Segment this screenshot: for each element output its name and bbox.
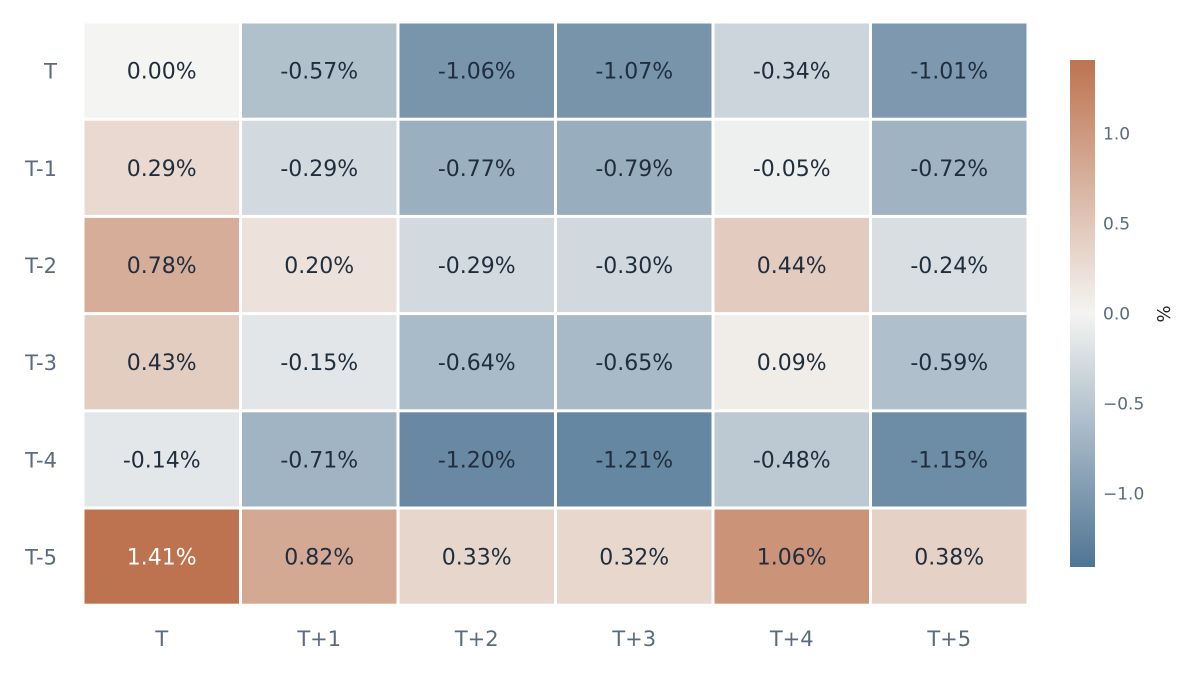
cell-value-label: 0.44%	[757, 254, 827, 279]
y-tick-label: T-1	[24, 157, 57, 181]
cell-value-label: -0.34%	[753, 60, 831, 85]
heatmap-cell	[872, 315, 1027, 410]
cell-value-label: -0.65%	[595, 351, 673, 376]
y-tick-label: T	[43, 60, 57, 84]
heatmap-cell	[84, 509, 239, 604]
y-tick-label: T-3	[24, 351, 57, 375]
y-tick-label: T-2	[24, 254, 57, 278]
heatmap-cell	[714, 412, 869, 507]
heatmap-cell	[84, 120, 239, 215]
cell-value-label: -0.15%	[280, 351, 358, 376]
heatmap-cell	[714, 509, 869, 604]
heatmap-cell	[714, 315, 869, 410]
cell-value-label: -1.07%	[595, 60, 673, 85]
heatmap-cell	[242, 315, 397, 410]
colorbar-tick-label: −0.5	[1103, 394, 1144, 414]
cell-value-label: -0.29%	[280, 157, 358, 182]
x-tick-label: T+3	[611, 627, 656, 651]
cell-value-label: 1.06%	[757, 546, 827, 571]
cell-value-label: 1.41%	[127, 546, 197, 571]
cell-value-label: 0.33%	[442, 546, 512, 571]
cell-value-label: -1.20%	[438, 448, 516, 473]
heatmap-cell	[399, 412, 554, 507]
heatmap-cell	[399, 120, 554, 215]
colorbar-tick-label: 1.0	[1103, 125, 1130, 145]
heatmap-cell	[557, 120, 712, 215]
cell-value-label: -0.48%	[753, 448, 831, 473]
heatmap-cell	[714, 23, 869, 118]
heatmap-cell	[399, 23, 554, 118]
y-tick-label: T-5	[24, 546, 57, 570]
heatmap-cell	[84, 412, 239, 507]
cell-value-label: -0.64%	[438, 351, 516, 376]
cell-value-label: -0.77%	[438, 157, 516, 182]
heatmap-cell	[714, 120, 869, 215]
heatmap-cell	[399, 509, 554, 604]
heatmap-cell	[872, 217, 1027, 313]
heatmap-cell	[242, 412, 397, 507]
heatmap-cell	[242, 217, 397, 313]
x-tick-label: T+2	[454, 627, 499, 651]
cell-value-label: 0.32%	[599, 546, 669, 571]
cell-value-label: -0.57%	[280, 60, 358, 85]
heatmap-cell	[872, 412, 1027, 507]
cell-value-label: -0.71%	[280, 448, 358, 473]
cell-value-label: -0.05%	[753, 157, 831, 182]
x-tick-label: T	[154, 627, 168, 651]
cell-value-label: -1.06%	[438, 60, 516, 85]
heatmap-cell	[242, 120, 397, 215]
y-tick-label: T-4	[24, 448, 57, 472]
colorbar: 1.0 0.5 0.0 −0.5 −1.0 %	[1070, 60, 1175, 567]
cell-value-label: 0.00%	[127, 60, 197, 85]
heatmap-cell	[242, 509, 397, 604]
cell-value-label: -0.79%	[595, 157, 673, 182]
heatmap-cell	[872, 509, 1027, 604]
heatmap-cell	[242, 23, 397, 118]
x-tick-label: T+5	[926, 627, 971, 651]
heatmap-cell	[557, 412, 712, 507]
heatmap-cell	[557, 315, 712, 410]
heatmap-cell-labels: 0.00% -0.57% -1.06% -1.07% -0.34% -1.01% 0.29%…	[123, 60, 988, 571]
heatmap-cell	[399, 315, 554, 410]
cell-value-label: -0.29%	[438, 254, 516, 279]
x-tick-label: T+4	[769, 627, 814, 651]
cell-value-label: 0.38%	[914, 546, 984, 571]
colorbar-tick-label: 0.5	[1103, 215, 1130, 235]
heatmap-cell	[872, 23, 1027, 118]
cell-value-label: -1.01%	[910, 60, 988, 85]
x-tick-label: T+1	[296, 627, 341, 651]
cell-value-label: -0.72%	[910, 157, 988, 182]
heatmap-cells	[84, 23, 1027, 604]
cell-value-label: 0.78%	[127, 254, 197, 279]
cell-value-label: -0.30%	[595, 254, 673, 279]
colorbar-gradient	[1070, 60, 1095, 567]
cell-value-label: -1.21%	[595, 448, 673, 473]
colorbar-tick-label: 0.0	[1103, 305, 1130, 325]
cell-value-label: -0.14%	[123, 448, 201, 473]
heatmap-cell	[84, 315, 239, 410]
cell-value-label: 0.43%	[127, 351, 197, 376]
cell-value-label: 0.20%	[284, 254, 354, 279]
heatmap-cell	[557, 509, 712, 604]
cell-value-label: -0.59%	[910, 351, 988, 376]
colorbar-title: %	[1154, 305, 1175, 322]
heatmap-cell	[714, 217, 869, 313]
colorbar-ticks: 1.0 0.5 0.0 −0.5 −1.0	[1103, 125, 1144, 505]
heatmap-cell	[84, 217, 239, 313]
cell-value-label: -0.24%	[910, 254, 988, 279]
x-axis-ticks: T T+1 T+2 T+3 T+4 T+5	[154, 627, 971, 651]
heatmap-cell	[557, 23, 712, 118]
heatmap-cell	[872, 120, 1027, 215]
cell-value-label: -1.15%	[910, 448, 988, 473]
cell-value-label: 0.29%	[127, 157, 197, 182]
cell-value-label: 0.09%	[757, 351, 827, 376]
heatmap-cell	[84, 23, 239, 118]
colorbar-tick-label: −1.0	[1103, 484, 1144, 504]
y-axis-ticks: T T-1 T-2 T-3 T-4 T-5	[24, 60, 57, 570]
cell-value-label: 0.82%	[284, 546, 354, 571]
heatmap-cell	[399, 217, 554, 313]
heatmap-cell	[557, 217, 712, 313]
